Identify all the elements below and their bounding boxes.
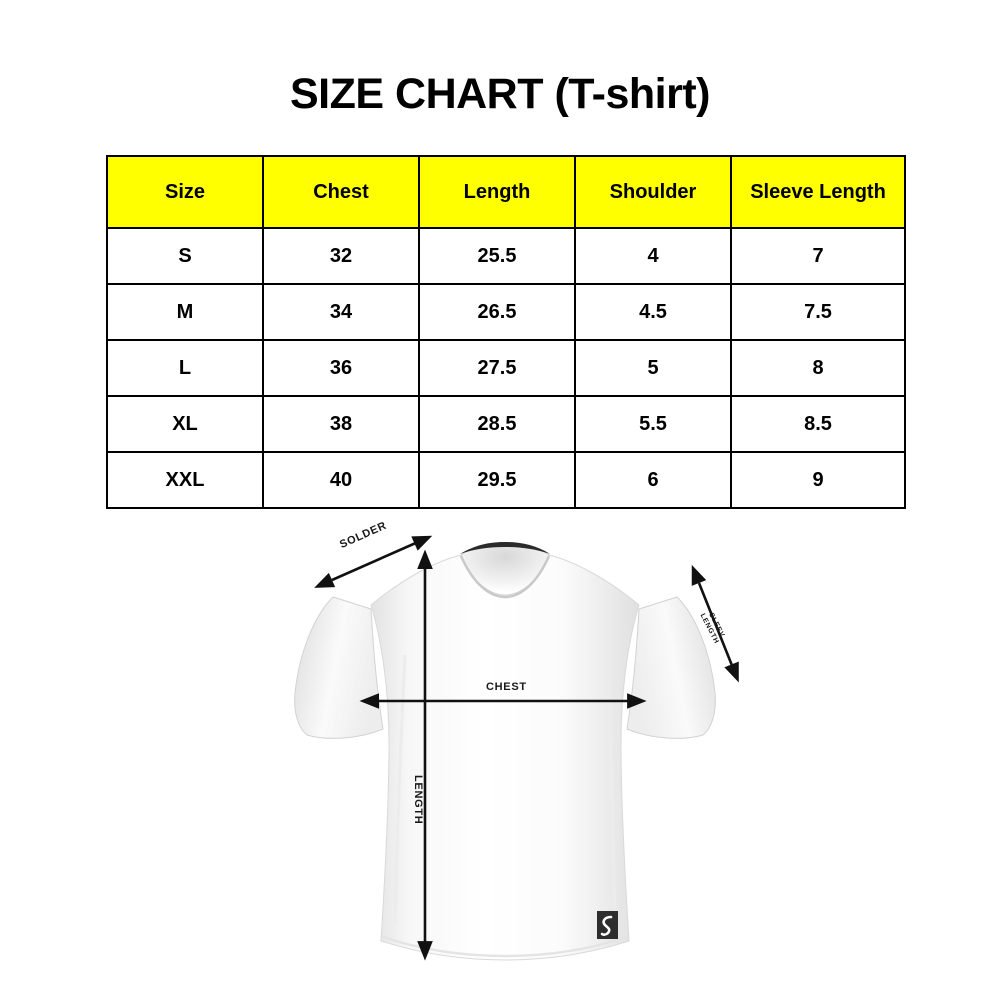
- cell-length: 25.5: [418, 227, 576, 285]
- shoulder-measure-arrow: [314, 535, 433, 588]
- table-row: XL 38 28.5 5.5 8.5: [106, 395, 906, 453]
- cell-sleeve-length: 7: [730, 227, 906, 285]
- cell-chest: 36: [262, 339, 420, 397]
- table-row: M 34 26.5 4.5 7.5: [106, 283, 906, 341]
- cell-shoulder: 5.5: [574, 395, 732, 453]
- cell-size: M: [106, 283, 264, 341]
- cell-sleeve-length: 7.5: [730, 283, 906, 341]
- table-row: XXL 40 29.5 6 9: [106, 451, 906, 509]
- cell-shoulder: 6: [574, 451, 732, 509]
- size-chart-table: Size Chest Length Shoulder Sleeve Length…: [106, 155, 906, 509]
- collar-ribbing: [459, 555, 551, 599]
- cell-sleeve-length: 9: [730, 451, 906, 509]
- table-row: S 32 25.5 4 7: [106, 227, 906, 285]
- cell-shoulder: 4.5: [574, 283, 732, 341]
- cell-shoulder: 4: [574, 227, 732, 285]
- column-header-shoulder: Shoulder: [574, 155, 732, 229]
- column-header-sleeve-length: Sleeve Length: [730, 155, 906, 229]
- cell-length: 27.5: [418, 339, 576, 397]
- tshirt-diagram: [255, 505, 755, 985]
- fabric-fold-left: [393, 654, 407, 926]
- sleeve-measure-arrow: [691, 564, 739, 683]
- cell-size: XL: [106, 395, 264, 453]
- column-header-length: Length: [418, 155, 576, 229]
- cell-sleeve-length: 8: [730, 339, 906, 397]
- page-title: SIZE CHART (T-shirt): [290, 70, 710, 118]
- cell-size: L: [106, 339, 264, 397]
- brand-tag-icon: [597, 911, 618, 939]
- cell-shoulder: 5: [574, 339, 732, 397]
- cell-chest: 40: [262, 451, 420, 509]
- cell-chest: 32: [262, 227, 420, 285]
- cell-size: XXL: [106, 451, 264, 509]
- fabric-fold-right: [605, 654, 617, 926]
- table-header-row: Size Chest Length Shoulder Sleeve Length: [106, 155, 906, 229]
- chest-measure-label: CHEST: [486, 681, 527, 693]
- table-row: L 36 27.5 5 8: [106, 339, 906, 397]
- cell-length: 28.5: [418, 395, 576, 453]
- cell-sleeve-length: 8.5: [730, 395, 906, 453]
- column-header-size: Size: [106, 155, 264, 229]
- cell-chest: 38: [262, 395, 420, 453]
- cell-chest: 34: [262, 283, 420, 341]
- left-sleeve: [294, 596, 384, 739]
- column-header-chest: Chest: [262, 155, 420, 229]
- tshirt-illustration: [294, 535, 739, 961]
- cell-length: 29.5: [418, 451, 576, 509]
- cell-length: 26.5: [418, 283, 576, 341]
- length-measure-label: LENGTH: [412, 775, 424, 825]
- shirt-body: [370, 554, 640, 961]
- cell-size: S: [106, 227, 264, 285]
- collar-trim: [460, 542, 550, 554]
